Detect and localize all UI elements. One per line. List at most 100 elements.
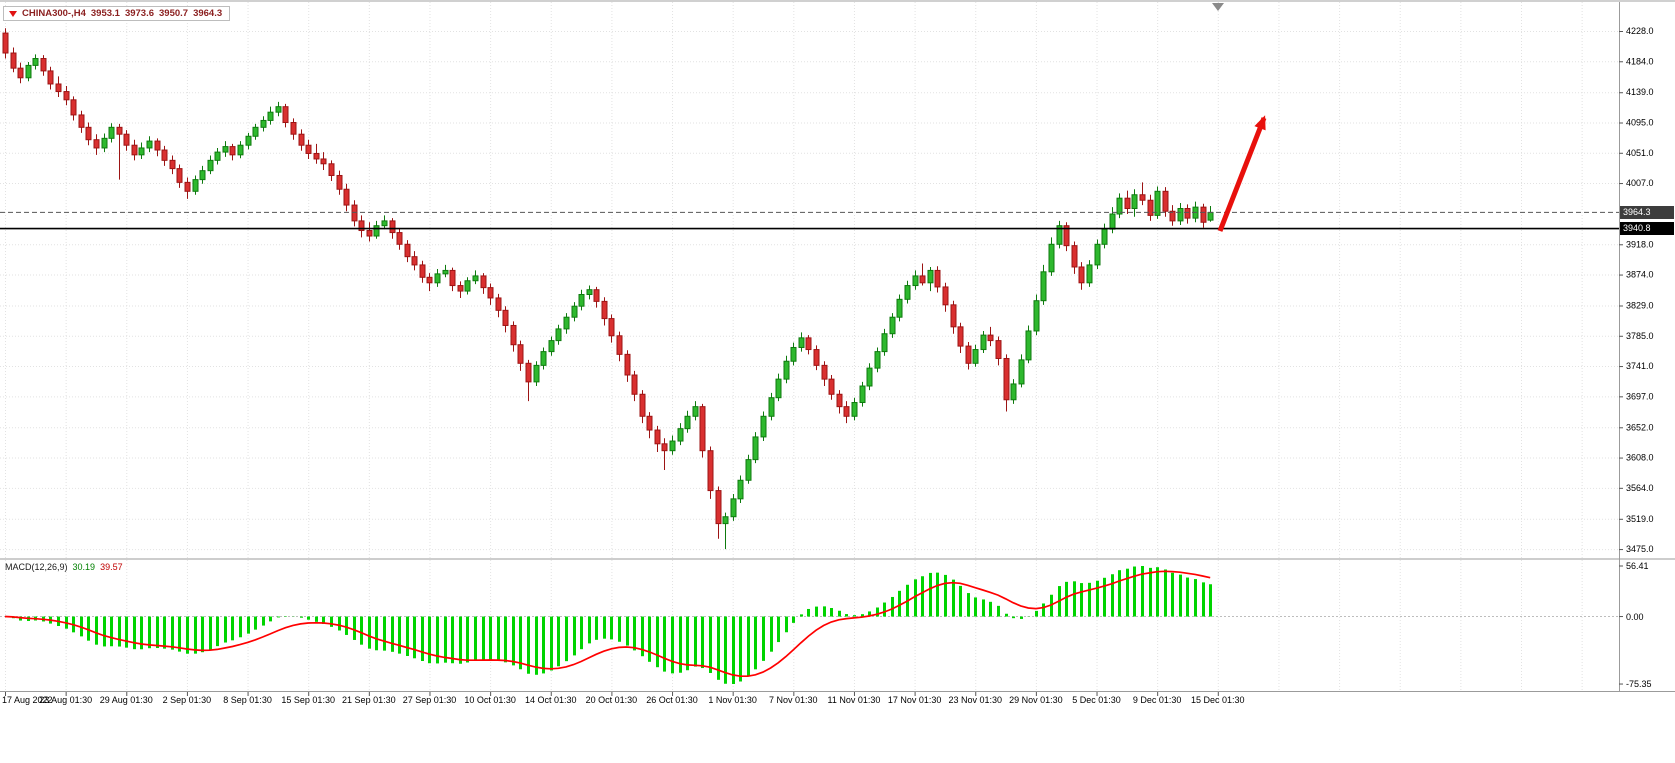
time-axis-label: 10 Oct 01:30 (464, 695, 516, 705)
candle-body (995, 340, 1002, 359)
candle-body (889, 316, 896, 335)
candle-body (358, 220, 365, 232)
chart-shift-marker-icon (1212, 3, 1224, 11)
candle-body (1124, 197, 1131, 210)
candle-body (646, 415, 653, 431)
candle-body (783, 360, 790, 380)
candle-body (222, 146, 229, 153)
time-axis-label: 1 Nov 01:30 (708, 695, 757, 705)
candle-body (1003, 357, 1010, 401)
candle-body (108, 126, 115, 139)
candle-body (63, 91, 70, 101)
time-axis-label: 29 Nov 01:30 (1009, 695, 1063, 705)
candle-body (1094, 243, 1101, 266)
candle-body (389, 220, 396, 234)
candle-body (131, 144, 138, 156)
price-axis-label: 3519.0 (1626, 514, 1654, 524)
time-axis-label: 17 Aug 2022 (2, 695, 53, 705)
candle-body (616, 335, 623, 355)
candle-body (548, 340, 555, 353)
price-axis-label: 3785.0 (1626, 331, 1654, 341)
candle-body (267, 111, 274, 121)
candle-body (608, 318, 615, 337)
candle-body (601, 300, 608, 320)
candle-body (517, 344, 524, 364)
candle-body (813, 349, 820, 366)
time-axis-label: 11 Nov 01:30 (828, 695, 881, 705)
trend-arrow (1217, 115, 1267, 232)
candle-body (866, 367, 873, 387)
candle-body (540, 351, 547, 366)
candle-body (1207, 211, 1214, 221)
candle-body (707, 450, 714, 492)
candle-body (199, 170, 206, 181)
candle-body (1154, 190, 1161, 216)
ohlc-low-value: 3950.7 (159, 8, 189, 19)
candle-body (252, 126, 259, 137)
candle-body (313, 152, 320, 160)
candle-body (426, 276, 433, 284)
candle-body (207, 159, 214, 172)
time-axis-label: 26 Oct 01:30 (646, 695, 698, 705)
candle-body (1177, 208, 1184, 222)
candle-body (32, 58, 39, 66)
candle-body (1056, 225, 1063, 245)
candle-body (373, 225, 380, 237)
time-axis-label: 14 Oct 01:30 (525, 695, 577, 705)
candle-body (828, 378, 835, 395)
candle-body (1010, 383, 1017, 401)
candle-body (821, 364, 828, 380)
price-axis-label: 3652.0 (1626, 422, 1654, 432)
time-axis-label: 20 Oct 01:30 (586, 695, 638, 705)
candle-body (912, 275, 919, 287)
candle-body (555, 328, 562, 342)
hline-price-tag: 3940.8 (1620, 222, 1674, 236)
candle-body (533, 364, 540, 383)
candle-body (1139, 194, 1146, 201)
candle-body (419, 264, 426, 278)
macd-name-label: MACD(12,26,9) (5, 562, 68, 572)
candle-body (843, 406, 850, 417)
candle-body (328, 163, 335, 176)
candle-body (449, 269, 456, 287)
time-axis[interactable] (0, 692, 1675, 716)
candle-body (55, 83, 62, 93)
candle-body (305, 144, 312, 154)
one-click-trading-arrow-icon[interactable] (9, 10, 17, 17)
candle-body (586, 289, 593, 296)
time-axis-label: 17 Nov 01:30 (888, 695, 942, 705)
candle-body (351, 204, 358, 222)
price-axis-label: 3608.0 (1626, 453, 1654, 463)
candle-body (677, 428, 684, 442)
macd-main-value: 30.19 (72, 562, 96, 572)
candle-body (1086, 264, 1093, 284)
candle-body (669, 440, 676, 452)
macd-signal-value: 39.57 (100, 562, 123, 572)
price-axis-label: 4184.0 (1626, 56, 1654, 66)
candle-body (927, 269, 934, 284)
time-axis-label: 2 Sep 01:30 (163, 695, 212, 705)
candle-body (480, 275, 487, 289)
price-axis[interactable] (1619, 0, 1675, 692)
candle-body (10, 52, 17, 69)
candle-body (919, 275, 926, 284)
candle-body (578, 294, 585, 307)
candle-body (1116, 197, 1123, 215)
candle-body (563, 316, 570, 330)
time-axis-label: 23 Aug 01:30 (39, 695, 92, 705)
price-axis-label: 4007.0 (1626, 178, 1654, 188)
candle-body (138, 147, 145, 156)
candle-body (745, 459, 752, 481)
candle-body (1184, 208, 1191, 219)
candle-body (859, 385, 866, 404)
candle-body (298, 133, 305, 146)
indicator-label: MACD(12,26,9) 30.19 39.57 (5, 562, 123, 572)
candle-body (1063, 225, 1070, 247)
candle-body (1200, 206, 1207, 223)
candle-body (692, 406, 699, 417)
candle-body (260, 119, 267, 128)
price-axis-label: 4095.0 (1626, 118, 1654, 128)
price-axis-label: 3918.0 (1626, 239, 1654, 249)
candle-body (1078, 266, 1085, 284)
